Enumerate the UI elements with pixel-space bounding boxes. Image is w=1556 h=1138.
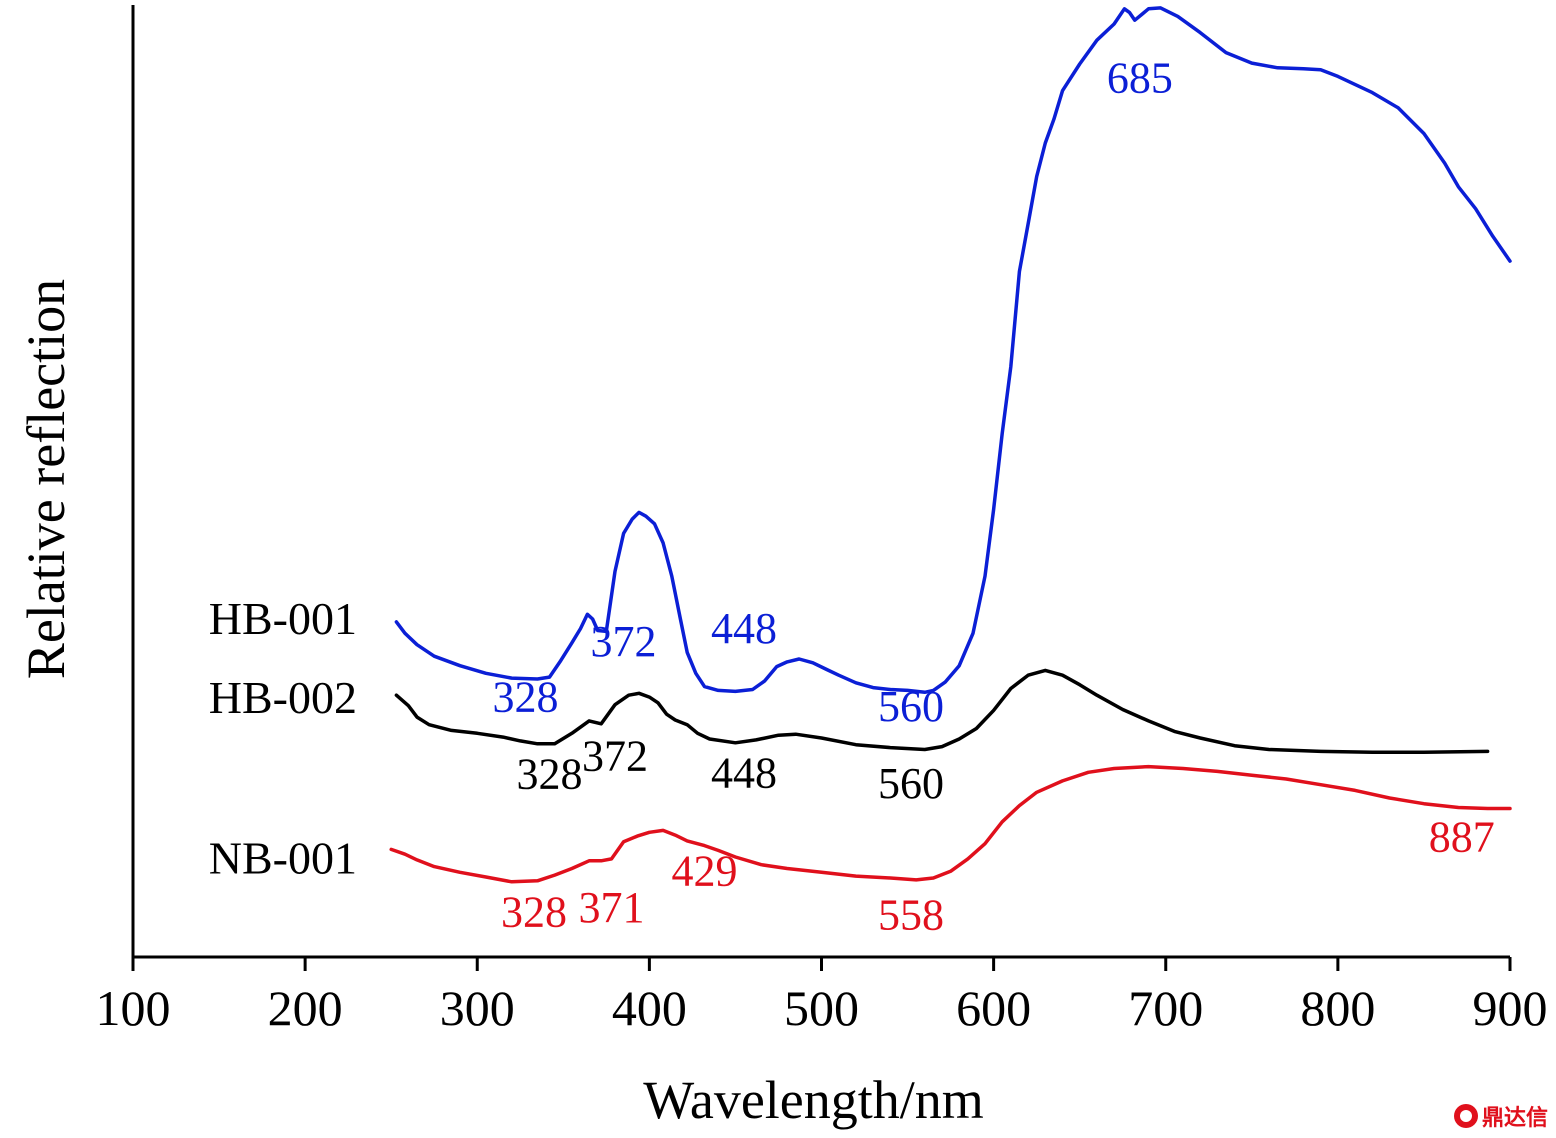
peak-annotation: 372	[582, 731, 648, 780]
peak-annotation: 887	[1429, 812, 1495, 861]
x-tick-label: 600	[956, 980, 1031, 1036]
peak-annotation: 558	[878, 890, 944, 939]
x-tick-label: 300	[440, 980, 515, 1036]
peak-annotation: 448	[711, 604, 777, 653]
peak-annotation: 328	[492, 672, 558, 721]
peak-annotation: 328	[517, 749, 583, 798]
peak-annotation: 685	[1107, 54, 1173, 103]
series-line-hb-001	[394, 6, 1512, 695]
x-axis-title: Wavelength/nm	[643, 1070, 984, 1130]
x-tick-label: 200	[268, 980, 343, 1036]
axes: 100 200 300 400 500 600 700 800 900	[96, 5, 1548, 1036]
series-label-nb-001: NB-001	[209, 832, 357, 883]
series-line-hb-002	[394, 668, 1490, 755]
x-tick-label: 800	[1300, 980, 1375, 1036]
logo-icon	[1453, 1104, 1478, 1128]
series-label-hb-001: HB-001	[209, 593, 357, 644]
x-tick-label: 700	[1128, 980, 1203, 1036]
y-axis-title: Relative reflection	[16, 279, 76, 679]
peak-annotation: 372	[591, 617, 657, 666]
watermark-logo: 鼎达信	[1453, 1100, 1548, 1132]
x-tick-label: 500	[784, 980, 859, 1036]
x-tick-label: 100	[96, 980, 171, 1036]
x-tick-label: 400	[612, 980, 687, 1036]
peak-annotation: 328	[501, 888, 567, 937]
watermark-text: 鼎达信	[1481, 1106, 1548, 1131]
x-tick-label: 900	[1473, 980, 1548, 1036]
series-line-nb-001	[389, 764, 1512, 884]
series-curves	[389, 6, 1512, 884]
peak-annotation: 371	[579, 883, 645, 932]
series-label-hb-002: HB-002	[209, 672, 357, 723]
peak-annotation: 560	[878, 759, 944, 808]
peak-annotation: 560	[878, 682, 944, 731]
peak-annotation: 429	[671, 847, 737, 896]
peak-annotation: 448	[711, 749, 777, 798]
